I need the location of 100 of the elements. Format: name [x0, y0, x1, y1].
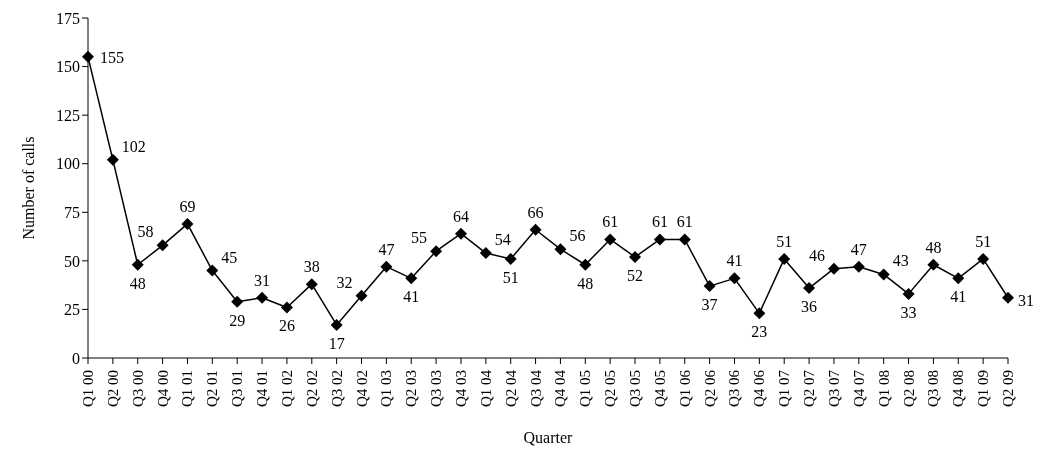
- x-tick-label: Q1 07: [776, 369, 793, 408]
- data-label: 51: [975, 232, 992, 250]
- y-axis-title: Number of calls: [19, 136, 37, 240]
- x-tick-label: Q2 01: [204, 370, 221, 408]
- x-tick-label: Q3 05: [627, 370, 644, 408]
- y-tick-label: 75: [64, 203, 80, 221]
- point: [579, 258, 592, 271]
- x-tick-label: Q3 08: [925, 370, 942, 408]
- data-label: 31: [254, 271, 271, 289]
- point: [653, 233, 666, 246]
- x-tick-label: Q4 01: [254, 370, 271, 408]
- data-label: 41: [726, 252, 743, 270]
- data-label: 38: [303, 258, 320, 276]
- data-label: 64: [452, 207, 469, 225]
- y-tick-label: 0: [72, 349, 80, 367]
- point: [330, 318, 343, 331]
- x-tick-label: Q4 07: [850, 369, 867, 408]
- x-tick-label: Q4 05: [651, 370, 668, 408]
- data-label: 29: [229, 311, 246, 329]
- data-label: 61: [602, 213, 619, 231]
- data-label: 46: [808, 246, 825, 264]
- x-tick-label: Q2 05: [602, 370, 619, 408]
- data-label: 51: [502, 268, 519, 286]
- x-tick-label: Q2 06: [701, 369, 718, 408]
- point: [1002, 291, 1014, 304]
- data-label: 47: [378, 240, 395, 258]
- x-axis-title: Quarter: [523, 429, 574, 446]
- data-label: 61: [651, 213, 668, 231]
- data-label: 51: [776, 232, 793, 250]
- x-tick-label: Q1 02: [278, 370, 295, 408]
- point: [529, 223, 542, 236]
- point: [181, 217, 194, 230]
- x-tick-label: Q3 07: [825, 369, 842, 408]
- point: [156, 239, 169, 252]
- data-label: 41: [403, 288, 420, 306]
- data-label: 23: [751, 323, 768, 341]
- point: [280, 301, 293, 314]
- data-label: 52: [627, 266, 644, 284]
- x-tick-label: Q4 06: [751, 369, 768, 408]
- point: [479, 247, 492, 260]
- data-label: 43: [892, 252, 909, 270]
- x-tick-label: Q1 00: [80, 370, 96, 408]
- x-tick-label: Q4 04: [552, 369, 569, 408]
- x-tick-label: Q1 08: [875, 370, 892, 408]
- y-tick-label: 125: [56, 106, 80, 124]
- data-label: 55: [411, 229, 428, 247]
- x-tick-label: Q2 07: [801, 369, 818, 408]
- point: [703, 280, 716, 293]
- x-tick-label: Q1 06: [676, 369, 693, 408]
- point: [504, 252, 517, 265]
- data-label: 26: [278, 317, 295, 335]
- point: [554, 243, 567, 256]
- data-label: 66: [527, 203, 544, 221]
- x-tick-label: Q1 01: [179, 370, 196, 408]
- y-tick-label: 100: [56, 155, 80, 173]
- data-label: 47: [850, 240, 867, 258]
- x-tick-label: Q3 02: [328, 370, 345, 408]
- data-label: 61: [676, 213, 693, 231]
- data-label: 31: [1018, 291, 1034, 309]
- data-label: 155: [100, 48, 124, 66]
- x-tick-label: Q2 02: [303, 370, 320, 408]
- point: [355, 289, 368, 302]
- point: [206, 264, 219, 277]
- x-tick-label: Q2 03: [403, 370, 420, 408]
- data-label: 54: [494, 231, 511, 249]
- point: [728, 272, 741, 285]
- point: [380, 260, 393, 273]
- y-tick-label: 25: [64, 301, 80, 319]
- data-label: 48: [577, 274, 594, 292]
- data-label: 69: [179, 197, 196, 215]
- x-tick-label: Q1 04: [477, 369, 494, 408]
- x-tick-label: Q3 00: [129, 370, 146, 408]
- point: [877, 268, 890, 281]
- point: [454, 227, 467, 240]
- data-label: 17: [328, 334, 345, 352]
- data-label: 45: [221, 248, 238, 266]
- point: [131, 258, 144, 271]
- data-label: 32: [336, 273, 353, 291]
- point: [82, 50, 94, 63]
- x-tick-label: Q4 08: [950, 370, 967, 408]
- x-tick-label: Q1 05: [577, 370, 594, 408]
- data-label: 36: [801, 298, 818, 316]
- point: [231, 295, 244, 308]
- point: [305, 278, 318, 291]
- x-tick-label: Q2 04: [502, 369, 519, 408]
- data-label: 56: [569, 227, 586, 245]
- x-tick-label: Q2 08: [900, 370, 917, 408]
- x-tick-label: Q4 03: [452, 370, 469, 408]
- x-tick-label: Q3 01: [229, 370, 246, 408]
- point: [952, 272, 965, 285]
- x-tick-label: Q4 00: [154, 370, 171, 408]
- y-tick-label: 175: [56, 9, 80, 27]
- x-tick-label: Q1 09: [975, 370, 992, 408]
- point: [977, 252, 990, 265]
- point: [106, 153, 119, 166]
- data-label: 33: [900, 303, 917, 321]
- point: [629, 250, 642, 263]
- point: [678, 233, 691, 246]
- x-tick-label: Q1 03: [378, 370, 395, 408]
- x-tick-label: Q3 06: [726, 369, 743, 408]
